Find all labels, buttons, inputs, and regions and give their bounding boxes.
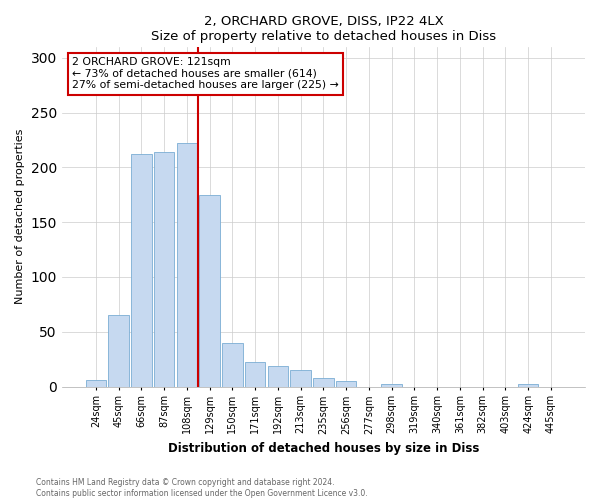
Bar <box>86 380 106 386</box>
Bar <box>336 381 356 386</box>
Bar <box>290 370 311 386</box>
Title: 2, ORCHARD GROVE, DISS, IP22 4LX
Size of property relative to detached houses in: 2, ORCHARD GROVE, DISS, IP22 4LX Size of… <box>151 15 496 43</box>
Bar <box>109 316 129 386</box>
Bar <box>222 342 242 386</box>
Bar <box>154 152 175 386</box>
X-axis label: Distribution of detached houses by size in Diss: Distribution of detached houses by size … <box>168 442 479 455</box>
Bar <box>518 384 538 386</box>
Y-axis label: Number of detached properties: Number of detached properties <box>15 129 25 304</box>
Bar <box>382 384 402 386</box>
Text: Contains HM Land Registry data © Crown copyright and database right 2024.
Contai: Contains HM Land Registry data © Crown c… <box>36 478 368 498</box>
Bar <box>268 366 288 386</box>
Bar <box>245 362 265 386</box>
Bar <box>131 154 152 386</box>
Bar <box>176 144 197 386</box>
Bar <box>313 378 334 386</box>
Bar <box>199 195 220 386</box>
Text: 2 ORCHARD GROVE: 121sqm
← 73% of detached houses are smaller (614)
27% of semi-d: 2 ORCHARD GROVE: 121sqm ← 73% of detache… <box>72 57 339 90</box>
